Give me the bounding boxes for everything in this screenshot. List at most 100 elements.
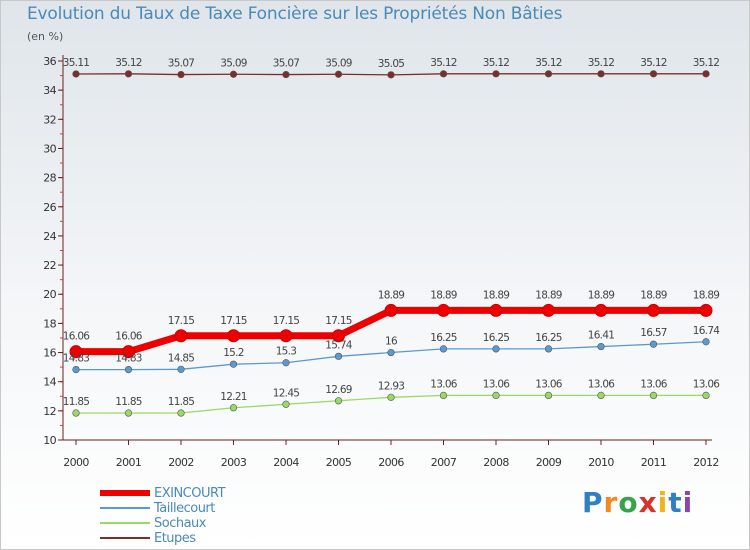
data-point-taillecourt	[72, 365, 80, 374]
data-label-etupes: 35.12	[535, 57, 562, 69]
data-label-etupes: 35.09	[325, 57, 352, 69]
data-point-taillecourt	[649, 340, 658, 348]
data-label-taillecourt: 15.2	[223, 347, 244, 359]
x-tick-label: 2009	[536, 456, 562, 469]
data-label-taillecourt: 16.25	[535, 332, 562, 344]
y-tick-label: 12	[43, 405, 56, 418]
data-point-sochaux	[387, 393, 395, 401]
data-label-taillecourt: 16.74	[693, 325, 721, 337]
data-label-taillecourt: 14.83	[115, 353, 142, 365]
x-tick-label: 2010	[588, 456, 614, 469]
data-label-exincourt: 18.89	[483, 289, 510, 301]
legend-item-etupes: Etupes	[100, 531, 300, 546]
brand-letter: r	[603, 486, 619, 519]
legend-swatch-sochaux	[100, 522, 150, 524]
data-point-etupes	[229, 70, 238, 78]
data-point-sochaux	[702, 391, 710, 399]
legend-label-exincourt: EXINCOURT	[154, 486, 226, 501]
data-label-exincourt: 18.89	[535, 289, 562, 301]
data-label-exincourt: 18.89	[588, 289, 615, 301]
x-tick-label: 2007	[431, 456, 457, 469]
data-label-taillecourt: 16.25	[483, 332, 510, 344]
data-label-sochaux: 13.06	[640, 378, 668, 390]
data-point-exincourt	[332, 329, 345, 343]
data-label-exincourt: 18.89	[378, 289, 405, 301]
data-label-sochaux: 12.93	[378, 380, 405, 392]
data-label-exincourt: 17.15	[220, 315, 247, 327]
data-label-taillecourt: 16.41	[588, 330, 615, 342]
chart-title: Evolution du Taux de Taxe Foncière sur l…	[27, 4, 563, 24]
data-label-etupes: 35.12	[693, 57, 720, 69]
x-tick-label: 2008	[483, 456, 509, 469]
data-point-etupes	[334, 70, 343, 78]
data-label-etupes: 35.12	[430, 57, 457, 69]
y-tick-label: 14	[43, 376, 56, 389]
data-label-etupes: 35.09	[220, 57, 247, 69]
data-label-etupes: 35.07	[273, 58, 300, 70]
data-point-taillecourt	[124, 365, 133, 374]
data-label-taillecourt: 16.25	[430, 332, 457, 344]
y-tick-label: 34	[43, 84, 56, 97]
data-label-sochaux: 13.06	[535, 378, 563, 390]
data-point-taillecourt	[177, 365, 185, 373]
data-label-etupes: 35.12	[640, 57, 667, 69]
data-point-exincourt	[542, 303, 555, 317]
y-tick-label: 36	[43, 55, 56, 68]
legend-swatch-etupes	[100, 537, 150, 539]
data-label-sochaux: 13.06	[693, 378, 721, 390]
brand-letter: i	[657, 486, 669, 519]
data-point-exincourt	[174, 329, 188, 343]
x-tick-label: 2002	[168, 456, 194, 469]
data-point-taillecourt	[702, 338, 710, 346]
legend-item-exincourt: EXINCOURT	[100, 486, 300, 501]
data-point-taillecourt	[229, 360, 238, 368]
x-tick-label: 2003	[221, 456, 247, 469]
data-point-etupes	[649, 70, 658, 78]
y-tick-label: 16	[43, 347, 56, 360]
data-point-sochaux	[229, 404, 238, 412]
data-point-exincourt	[227, 329, 240, 343]
x-tick-label: 2000	[63, 456, 89, 469]
data-label-taillecourt: 14.83	[63, 353, 90, 365]
legend-item-sochaux: Sochaux	[100, 516, 300, 531]
data-label-taillecourt: 15.3	[276, 346, 297, 358]
data-point-sochaux	[439, 391, 448, 399]
brand-letter: o	[618, 486, 639, 519]
data-label-sochaux: 11.85	[63, 396, 90, 408]
data-label-sochaux: 11.85	[168, 396, 195, 408]
data-point-taillecourt	[544, 345, 553, 353]
y-tick-label: 22	[43, 259, 56, 272]
x-tick-label: 2011	[641, 456, 667, 469]
data-point-taillecourt	[387, 348, 395, 357]
data-point-sochaux	[544, 391, 553, 399]
brand-logo: Proxiti	[582, 486, 693, 519]
data-label-exincourt: 18.89	[693, 289, 720, 301]
data-label-taillecourt: 14.85	[168, 352, 195, 364]
x-tick-label: 2001	[116, 456, 142, 469]
data-point-etupes	[702, 70, 710, 78]
data-label-exincourt: 18.89	[640, 289, 667, 301]
brand-letter: x	[638, 486, 658, 519]
data-point-etupes	[387, 71, 395, 79]
brand-letter: i	[682, 486, 694, 519]
data-point-sochaux	[282, 400, 290, 408]
data-label-etupes: 35.12	[115, 57, 142, 69]
data-point-exincourt	[594, 303, 608, 317]
data-point-taillecourt	[282, 359, 290, 367]
data-point-sochaux	[492, 391, 500, 399]
y-tick-label: 30	[43, 142, 56, 155]
data-point-exincourt	[122, 345, 135, 359]
y-tick-label: 18	[43, 317, 56, 330]
data-point-sochaux	[124, 409, 133, 417]
brand-letter: t	[668, 486, 683, 519]
y-tick-label: 10	[43, 434, 56, 447]
y-tick-label: 24	[43, 230, 56, 243]
data-label-exincourt: 18.89	[430, 289, 457, 301]
data-label-etupes: 35.07	[168, 58, 195, 70]
y-tick-label: 26	[43, 201, 56, 214]
legend-label-etupes: Etupes	[154, 531, 196, 546]
data-point-exincourt	[437, 303, 450, 317]
data-point-etupes	[282, 70, 290, 79]
data-label-sochaux: 13.06	[483, 378, 511, 390]
